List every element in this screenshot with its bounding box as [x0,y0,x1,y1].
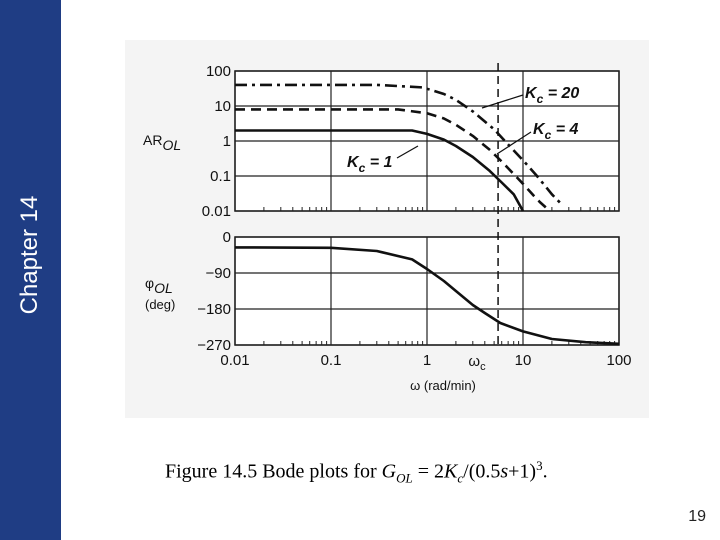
kc20-leader [481,94,524,109]
phase-ytick-label: −90 [206,265,231,282]
kc4-label-rest: = 4 [551,121,578,138]
kc1-label-sub: c [359,161,366,175]
phase-ylabel-sub: OL [154,280,173,296]
kc4-leader [496,131,532,155]
chapter-label: Chapter 14 [16,195,43,315]
ar-grid [234,70,620,212]
ar-ylabel-main: AR [143,132,162,148]
caption-g-sub: OL [396,470,413,486]
caption-s: s [500,460,509,483]
phase-ylabel-main: φ [145,275,154,291]
caption-middle: = 2 [412,460,445,483]
kc20-label-sub: c [537,92,544,106]
ar-series-kc1 [235,129,525,212]
caption-k-sub: c [457,470,464,486]
ar-tick-labels: 100 10 1 0.1 0.01 [202,63,231,220]
ar-ytick-label: 100 [206,63,231,80]
ar-ytick-label: 10 [214,98,231,115]
phase-ylabel: φOL [145,275,173,296]
x-tick-label: 1 [423,352,431,369]
ar-ytick-label: 0.01 [202,203,231,220]
phase-series-line [234,246,620,346]
kc20-label-main: K [525,85,538,102]
phase-ytick-label: 0 [223,229,231,246]
kc4-label-main: K [533,121,546,138]
ar-ytick-label: 1 [223,133,231,150]
x-axis-label: ω (rad/min) [410,378,476,393]
ar-ylabel-sub: OL [162,137,181,153]
caption-prefix: Figure 14.5 Bode plots for [165,460,382,483]
kc4-label: Kc = 4 [533,121,578,142]
ar-series-kc20 [235,83,563,205]
chapter-sidebar: Chapter 14 [0,0,61,540]
x-tick-label: 100 [606,352,631,369]
kc1-label: Kc = 1 [347,154,392,175]
kc1-label-rest: = 1 [365,154,392,171]
slide-page-number: 19 [688,508,706,525]
bode-figure: 100 10 1 0.1 0.01 0 −90 −180 −270 0.01 0.1 1 10 100… [125,40,649,418]
caption-k: K [444,460,458,483]
kc20-label: Kc = 20 [525,85,579,106]
kc20-label-rest: = 20 [543,85,579,102]
kc1-leader [396,145,419,159]
x-tick-labels: 0.01 0.1 1 10 100 [220,352,631,369]
caption-g: G [381,460,397,483]
x-tick-label: 0.1 [321,352,342,369]
omega-c-label: ωc [468,353,486,373]
omega-c-sub: c [480,361,486,373]
x-tick-label: 10 [515,352,532,369]
phase-ylabel-unit: (deg) [145,297,175,312]
caption-power: 3 [536,458,543,473]
kc4-label-sub: c [545,128,552,142]
caption-suffix: . [542,460,548,483]
phase-ytick-label: −270 [197,337,231,354]
omega-c-main: ω [468,353,480,370]
phase-ytick-label: −180 [197,301,231,318]
caption-expr-a: /(0.5 [463,460,501,483]
caption-expr-b: +1) [508,460,537,483]
phase-tick-labels: 0 −90 −180 −270 [197,229,231,354]
figure-caption: Figure 14.5 Bode plots for GOL = 2Kc/(0.… [165,458,548,487]
ar-ylabel: AROL [143,132,181,153]
phase-series-group [234,246,620,346]
x-tick-label: 0.01 [220,352,249,369]
kc1-label-main: K [347,154,360,171]
ar-ytick-label: 0.1 [210,168,231,185]
phase-grid [234,236,620,346]
ar-series-group [235,83,563,212]
